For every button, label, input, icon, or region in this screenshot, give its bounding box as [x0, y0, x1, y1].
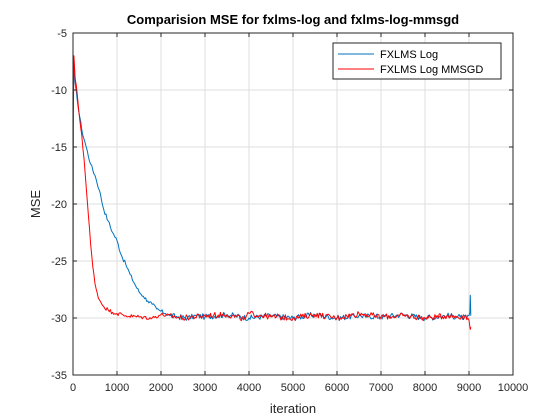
x-tick-label: 9000 [457, 382, 481, 394]
y-tick-label: -25 [51, 256, 67, 268]
y-tick-label: -5 [57, 28, 67, 40]
x-tick-label: 1000 [105, 382, 129, 394]
legend: FXLMS Log FXLMS Log MMSGD [332, 42, 502, 80]
series-line-1 [72, 67, 472, 322]
x-tick-label: 3000 [193, 382, 217, 394]
y-tick-label: -10 [51, 85, 67, 97]
series-line-2 [72, 55, 472, 330]
x-axis: 0 1000 2000 3000 4000 5000 6000 7000 8000 9000 100… [70, 33, 528, 394]
y-tick-label: -20 [51, 199, 67, 211]
chart-title: Comparision MSE for fxlms-log and fxlms-… [127, 12, 459, 27]
x-tick-label: 10000 [498, 382, 529, 394]
y-tick-label: -35 [51, 370, 67, 382]
x-tick-label: 2000 [149, 382, 173, 394]
y-tick-label: -30 [51, 313, 67, 325]
x-tick-label: 7000 [369, 382, 393, 394]
legend-box [332, 42, 502, 80]
x-tick-label: 0 [70, 382, 76, 394]
x-tick-label: 4000 [237, 382, 261, 394]
x-axis-label: iteration [270, 401, 316, 416]
y-axis-label: MSE [28, 190, 43, 219]
x-tick-label: 5000 [281, 382, 305, 394]
series-layer [72, 55, 472, 330]
x-tick-label: 6000 [325, 382, 349, 394]
x-tick-label: 8000 [413, 382, 437, 394]
y-axis: -35 -30 -25 -20 -15 -10 -5 [51, 28, 513, 382]
legend-label-1: FXLMS Log [380, 49, 438, 61]
legend-label-2: FXLMS Log MMSGD [380, 64, 483, 76]
y-tick-label: -15 [51, 142, 67, 154]
